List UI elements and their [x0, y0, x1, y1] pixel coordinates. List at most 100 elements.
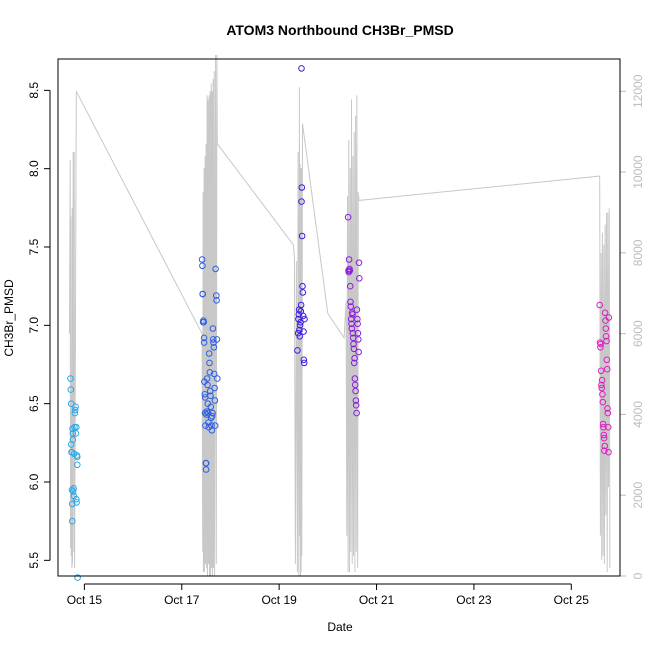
- data-point: [351, 354, 358, 362]
- data-point: [350, 359, 358, 367]
- data-point: [296, 333, 304, 340]
- data-point: [345, 268, 353, 276]
- data-point: [200, 318, 207, 326]
- points-layer: [67, 65, 613, 581]
- data-point: [354, 315, 361, 323]
- data-point: [208, 427, 216, 434]
- data-point: [297, 301, 305, 309]
- data-point: [603, 337, 610, 345]
- x-tick-label: Oct 23: [456, 593, 492, 607]
- data-point: [67, 375, 74, 382]
- data-point: [350, 340, 357, 348]
- data-point: [298, 232, 306, 240]
- data-point: [71, 409, 79, 417]
- data-point: [597, 344, 604, 351]
- x-tick-label: Oct 21: [359, 593, 395, 607]
- data-point: [209, 409, 216, 417]
- data-point: [202, 459, 210, 467]
- data-point: [200, 339, 208, 346]
- data-point: [69, 436, 77, 444]
- y2-tick-label: 10000: [631, 155, 645, 189]
- data-point: [301, 315, 308, 323]
- data-point: [352, 401, 360, 409]
- data-point: [213, 336, 221, 343]
- y2-tick-label: 8000: [631, 239, 645, 266]
- data-point: [74, 461, 81, 469]
- data-point: [213, 292, 220, 299]
- data-point: [603, 356, 611, 364]
- data-point: [210, 344, 218, 351]
- data-point: [70, 485, 77, 492]
- data-point: [74, 453, 81, 461]
- data-point: [202, 466, 210, 473]
- data-point: [67, 386, 75, 393]
- data-point: [346, 267, 354, 274]
- data-point: [605, 314, 613, 321]
- data-point: [604, 423, 612, 431]
- y-tick-label: 6.0: [27, 473, 41, 490]
- y-tick-label: 8.0: [27, 160, 41, 177]
- data-point: [598, 381, 605, 389]
- data-point: [206, 359, 213, 367]
- data-point: [298, 65, 305, 72]
- data-point: [347, 298, 354, 306]
- data-point: [600, 423, 607, 431]
- data-point: [207, 414, 215, 422]
- secondary-line-layer: [69, 54, 611, 577]
- y-tick-label: 5.5: [27, 552, 41, 569]
- data-point: [71, 406, 79, 414]
- data-point: [199, 290, 206, 298]
- secondary-series-line: [69, 54, 611, 577]
- data-point: [605, 448, 612, 456]
- data-point: [207, 403, 215, 411]
- x-tick-label: Oct 25: [554, 593, 590, 607]
- data-point: [210, 370, 218, 378]
- data-point: [597, 367, 605, 375]
- y-tick-label: 8.5: [27, 82, 41, 99]
- data-point: [346, 282, 354, 290]
- x-axis-label: Date: [327, 620, 353, 634]
- data-point: [601, 309, 609, 317]
- data-point: [204, 409, 212, 417]
- data-point: [353, 306, 361, 314]
- data-point: [604, 405, 611, 412]
- data-point: [294, 347, 301, 354]
- data-point: [298, 184, 306, 191]
- data-point: [73, 423, 80, 431]
- data-point: [602, 333, 610, 340]
- data-point: [604, 409, 612, 417]
- y2-tick-label: 2000: [631, 482, 645, 509]
- data-point: [198, 256, 206, 263]
- data-point: [68, 517, 76, 525]
- data-point: [211, 422, 219, 429]
- data-point: [68, 486, 76, 494]
- data-point: [209, 325, 217, 332]
- data-point: [351, 381, 359, 389]
- data-point: [207, 392, 214, 400]
- data-point: [599, 398, 607, 406]
- data-point: [73, 495, 80, 503]
- data-point: [596, 301, 604, 309]
- data-point: [211, 384, 218, 392]
- axes-layer: Oct 15 Oct 17 Oct 19 Oct 21 Oct 23 Oct 25 5.5 6…: [27, 74, 645, 607]
- y2-tick-label: 4000: [631, 401, 645, 428]
- data-point: [72, 430, 80, 437]
- data-point: [344, 213, 352, 221]
- chart-title: ATOM3 Northbound CH3Br_PMSD: [226, 22, 453, 38]
- data-point: [204, 381, 211, 389]
- data-point: [354, 329, 362, 337]
- data-point: [354, 320, 361, 328]
- data-point: [345, 256, 353, 263]
- data-point: [203, 375, 211, 382]
- y-tick-label: 7.5: [27, 238, 41, 255]
- data-point: [203, 411, 210, 418]
- y-tick-label: 6.5: [27, 395, 41, 412]
- y2-tick-label: 0: [631, 572, 645, 579]
- data-point: [72, 403, 79, 411]
- data-point: [598, 376, 606, 384]
- data-point: [69, 488, 77, 495]
- data-point: [300, 359, 308, 367]
- data-point: [208, 422, 215, 429]
